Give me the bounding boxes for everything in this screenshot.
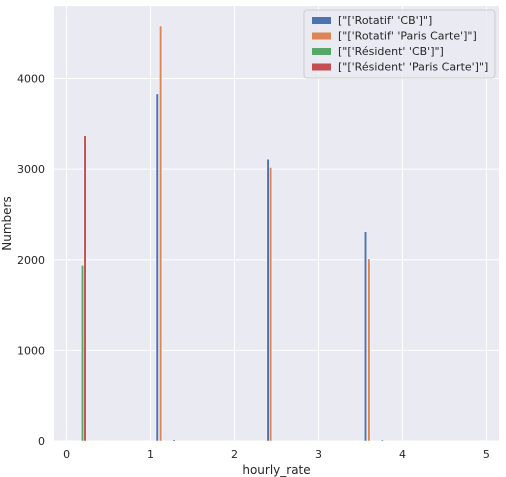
bar-series-1 [172,439,176,442]
x-tick-label: 5 [483,448,490,461]
legend-swatch [312,32,331,40]
bar-series-2 [269,167,273,442]
bar-series-4 [83,135,87,442]
y-tick-label: 4000 [17,73,45,86]
y-ticks: 0 1000 2000 3000 4000 [17,73,45,449]
x-tick-label: 4 [399,448,406,461]
bar-series-1 [155,93,159,442]
y-tick-label: 2000 [17,254,45,267]
bar-series-2 [159,25,163,442]
legend-swatch [312,17,331,24]
x-ticks: 0 1 2 3 4 5 [63,448,490,461]
legend: ["['Rotatif' 'CB']"] ["['Rotatif' 'Paris … [303,9,496,79]
legend-label: ["['Rotatif' 'CB']"] [338,14,432,27]
x-tick-label: 0 [63,448,70,461]
y-tick-label: 1000 [17,344,45,357]
x-tick-label: 3 [315,448,322,461]
legend-swatch [312,63,331,71]
x-axis-label: hourly_rate [242,463,310,477]
x-tick-label: 2 [231,448,238,461]
legend-swatch [312,48,331,55]
bar-series-2 [367,258,371,442]
y-tick-label: 0 [38,435,45,448]
bar-series-1 [380,439,384,442]
legend-label: ["['Rotatif' 'Paris Carte']"] [338,30,477,43]
y-tick-label: 3000 [17,163,45,176]
bar-series-1 [363,231,368,442]
x-tick-label: 1 [147,448,154,461]
legend-label: ["['Résident' 'Paris Carte']"] [338,61,488,74]
y-axis-label: Numbers [0,196,14,250]
legend-label: ["['Résident' 'CB']"] [338,45,444,58]
bar-series-1 [266,158,270,442]
bar-series-3 [81,264,85,442]
legend-box [303,9,496,79]
bars [81,25,384,442]
